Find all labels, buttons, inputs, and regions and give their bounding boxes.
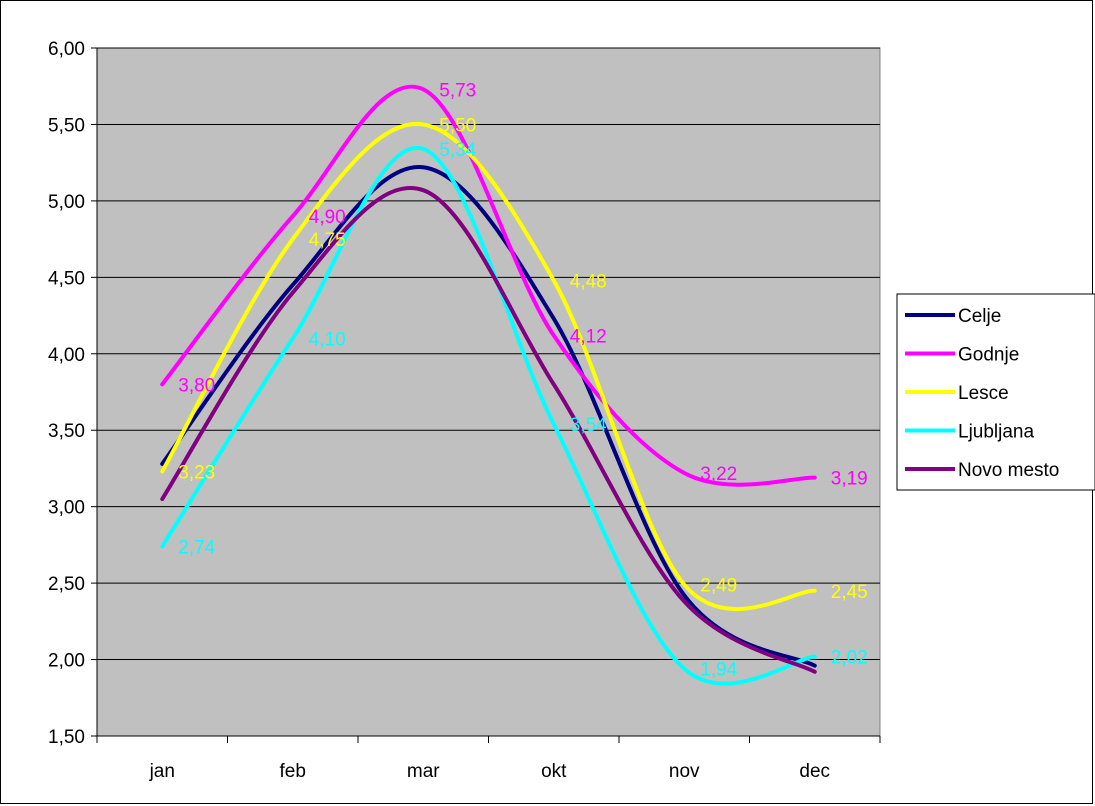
data-label: 1,94 — [700, 660, 737, 681]
data-label: 5,34 — [439, 140, 476, 161]
x-tick-label: mar — [407, 761, 440, 782]
gridlines — [97, 47, 880, 737]
data-label: 2,45 — [831, 582, 868, 603]
y-tick-label: 4,00 — [48, 345, 85, 366]
data-label: 3,22 — [700, 464, 737, 485]
data-label: 4,75 — [309, 230, 346, 251]
data-label: 4,48 — [570, 271, 607, 292]
data-label: 3,19 — [831, 469, 868, 490]
data-label: 2,74 — [178, 537, 215, 558]
data-label: 2,02 — [831, 647, 868, 668]
legend-entry: Celje — [958, 306, 1001, 327]
y-tick-label: 3,50 — [48, 421, 85, 442]
legend-entry: Godnje — [958, 345, 1019, 366]
legend-entry: Novo mesto — [958, 460, 1059, 481]
data-label: 3,54 — [570, 415, 607, 436]
data-label: 2,49 — [700, 576, 737, 597]
data-label: 4,12 — [570, 326, 607, 347]
axes: 1,50 2,00 2,50 3,00 3,50 4,00 4,50 5,00 5,50 6,00… — [48, 39, 881, 782]
x-tick-label: jan — [149, 761, 175, 782]
y-tick-label: 2,50 — [48, 574, 85, 595]
data-label: 3,80 — [178, 375, 215, 396]
y-tick-label: 1,50 — [48, 727, 85, 748]
y-tick-label: 4,50 — [48, 268, 85, 289]
series-line-novo-mesto — [160, 186, 817, 674]
data-label: 4,10 — [309, 329, 346, 350]
series-line-godnje — [160, 84, 817, 487]
x-tick-label: dec — [799, 761, 830, 782]
x-tick-label: feb — [280, 761, 306, 782]
series-line-lesce — [160, 122, 817, 612]
series-lines — [160, 84, 817, 686]
data-label: 4,90 — [309, 207, 346, 228]
y-tick-label: 6,00 — [48, 39, 85, 60]
y-tick-label: 5,00 — [48, 192, 85, 213]
data-labels: 3,80 4,90 5,73 4,12 3,22 3,19 3,23 4,75 5,50 4,48… — [178, 80, 867, 680]
y-tick-label: 3,00 — [48, 498, 85, 519]
series-line-celje — [160, 165, 817, 668]
y-tick-label: 5,50 — [48, 115, 85, 136]
x-tick-label: nov — [669, 761, 700, 782]
data-label: 5,50 — [439, 115, 476, 136]
legend-entry: Lesce — [958, 383, 1009, 404]
data-label: 3,23 — [178, 463, 215, 484]
legend-entry: Ljubljana — [958, 422, 1034, 443]
legend-box — [896, 293, 1095, 491]
y-tick-label: 2,00 — [48, 651, 85, 672]
series-line-ljubljana — [160, 145, 817, 686]
data-label: 5,73 — [439, 80, 476, 101]
x-tick-label: okt — [541, 761, 567, 782]
legend: Celje Godnje Lesce Ljubljana Novo mesto — [896, 293, 1095, 491]
